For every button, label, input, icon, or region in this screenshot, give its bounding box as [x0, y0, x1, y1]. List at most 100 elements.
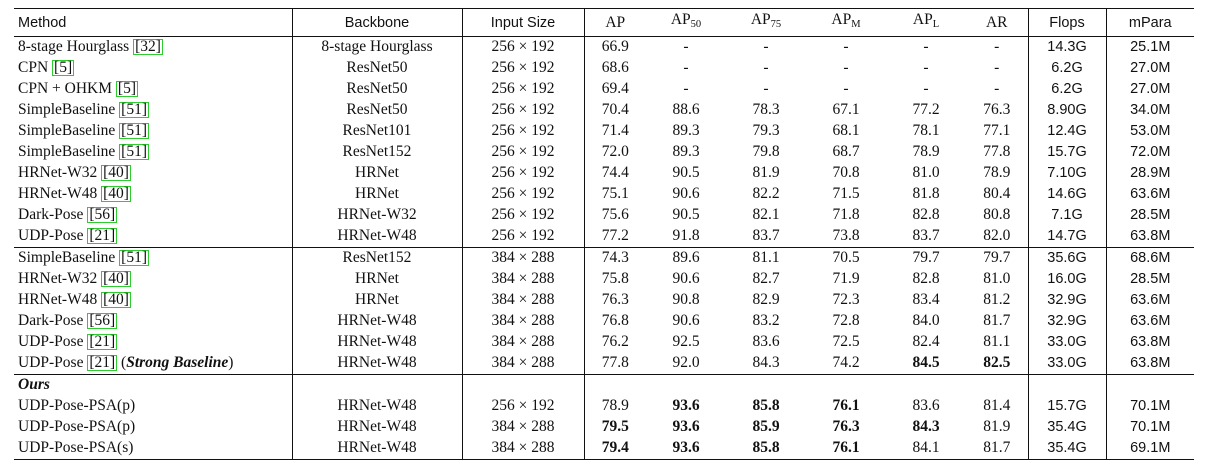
group-label-row: Ours: [14, 374, 1194, 396]
citation-link[interactable]: [21]: [87, 333, 118, 350]
citation-link[interactable]: [21]: [87, 227, 118, 244]
cell-mpara: 68.6M: [1105, 247, 1194, 269]
cell-backbone: HRNet-W48: [291, 311, 462, 332]
cell-apm: 72.5: [832, 333, 860, 350]
cell-ar: 76.3: [983, 101, 1011, 118]
header-subscript: L: [932, 19, 940, 30]
cell-backbone: HRNet-W48: [291, 396, 462, 417]
citation-link[interactable]: [56]: [87, 312, 118, 329]
method-name: Dark-Pose: [18, 312, 84, 329]
cell-apm: -: [843, 80, 849, 97]
cell-apm: 71.8: [832, 206, 860, 223]
citation-link[interactable]: [56]: [87, 206, 118, 223]
citation-link[interactable]: [40]: [101, 291, 131, 308]
cell-apm: 68.1: [832, 122, 860, 139]
cell-ap: 72.0: [583, 142, 646, 163]
header-subscript: 75: [770, 19, 782, 30]
table-row: SimpleBaseline [51] ResNet50 256 × 192 70.4…: [14, 100, 1194, 121]
citation-number: 21: [94, 333, 111, 350]
cell-ap75: 79.8: [752, 143, 780, 160]
table-row: UDP-Pose [21] (Strong Baseline) HRNet-W48…: [14, 353, 1194, 375]
citation-number: 5: [123, 80, 131, 97]
header-ap50: AP50: [646, 8, 726, 37]
citation-link[interactable]: [51]: [119, 122, 150, 139]
cell-ap: 76.3: [583, 290, 646, 311]
table-row: UDP-Pose [21] HRNet-W48 256 × 192 77.2 91.8 8…: [14, 226, 1194, 248]
cell-ap75: 79.3: [752, 122, 780, 139]
cell-ap75: 81.9: [752, 164, 780, 181]
citation-number: 21: [94, 227, 111, 244]
cell-ap50: 91.8: [672, 227, 700, 244]
cell-backbone: HRNet: [291, 163, 462, 184]
cell-ap: 77.2: [583, 226, 646, 248]
cell-method: SimpleBaseline [51]: [14, 121, 292, 142]
table-row: SimpleBaseline [51] ResNet152 256 × 192 72.…: [14, 142, 1194, 163]
cell-mpara: 34.0M: [1105, 100, 1194, 121]
method-note: Strong Baseline: [126, 354, 229, 371]
header-flops: Flops: [1027, 8, 1106, 37]
citation-link[interactable]: [40]: [101, 185, 131, 202]
cell-input: 256 × 192: [461, 396, 584, 417]
cell-backbone: HRNet-W48: [291, 417, 462, 438]
group-label: Ours: [14, 374, 292, 396]
cell-flops: 6.2G: [1027, 79, 1106, 100]
table-row: UDP-Pose [21] HRNet-W48 384 × 288 76.2 92.5 8…: [14, 332, 1194, 353]
cell-backbone: HRNet-W32: [291, 205, 462, 226]
cell-backbone: ResNet152: [291, 142, 462, 163]
citation-link[interactable]: [32]: [133, 38, 163, 55]
cell-method: SimpleBaseline [51]: [14, 100, 292, 121]
cell-ar: -: [994, 59, 1000, 76]
cell-apm: -: [843, 59, 849, 76]
cell-method: 8-stage Hourglass [32]: [14, 37, 292, 59]
table-row: HRNet-W32 [40] HRNet 384 × 288 75.8 90.6 82.7…: [14, 269, 1194, 290]
citation-number: 51: [126, 249, 142, 266]
cell-ar: 79.7: [966, 247, 1028, 269]
cell-flops: 32.9G: [1027, 290, 1106, 311]
cell-method: UDP-Pose [21] (Strong Baseline): [18, 354, 234, 371]
header-label: AP: [605, 13, 626, 31]
cell-apl: 83.4: [912, 291, 940, 308]
citation-link[interactable]: [51]: [119, 249, 150, 266]
table-row: HRNet-W32 [40] HRNet 256 × 192 74.4 90.5 81.9…: [14, 163, 1194, 184]
cell-ap50: 93.6: [672, 397, 700, 414]
cell-input: 384 × 288: [461, 417, 584, 438]
cell-backbone: HRNet: [291, 269, 462, 290]
citation-number: 21: [94, 354, 111, 371]
empty-cell: [806, 374, 886, 396]
cell-flops: 15.7G: [1027, 142, 1106, 163]
cell-input: 256 × 192: [461, 121, 584, 142]
citation-link[interactable]: [21]: [87, 354, 118, 371]
cell-flops: 35.4G: [1027, 438, 1106, 460]
citation-link[interactable]: [40]: [101, 164, 131, 181]
cell-input: 384 × 288: [461, 438, 584, 460]
cell-apl: 84.0: [912, 312, 940, 329]
cell-ar: 81.9: [983, 418, 1011, 435]
cell-method: CPN + OHKM [5]: [14, 79, 292, 100]
cell-backbone: ResNet101: [291, 121, 462, 142]
cell-ap: 77.8: [583, 353, 646, 375]
cell-apm: -: [843, 38, 849, 55]
cell-ap75: -: [763, 80, 769, 97]
cell-ar: 80.4: [983, 185, 1011, 202]
citation-link[interactable]: [5]: [52, 59, 75, 76]
citation-link[interactable]: [40]: [101, 270, 131, 287]
citation-link[interactable]: [5]: [115, 80, 138, 97]
cell-method: Dark-Pose [56]: [14, 311, 292, 332]
cell-ap50: 92.5: [672, 333, 700, 350]
cell-ap: 79.4: [583, 438, 646, 460]
cell-input: 256 × 192: [461, 79, 584, 100]
cell-ar: 81.7: [983, 312, 1011, 329]
header-apl: APL: [886, 8, 966, 37]
citation-link[interactable]: [51]: [119, 101, 150, 118]
citation-link[interactable]: [51]: [119, 143, 150, 160]
table-row: SimpleBaseline [51] ResNet101 256 × 192 71.…: [14, 121, 1194, 142]
header-mpara: mPara: [1105, 8, 1194, 37]
cell-apl: 82.4: [912, 333, 940, 350]
cell-backbone: ResNet152: [291, 247, 462, 269]
cell-flops: 14.6G: [1027, 184, 1106, 205]
cell-ap50: 90.8: [672, 291, 700, 308]
cell-ap50: 89.3: [672, 122, 700, 139]
method-name: Dark-Pose: [18, 206, 84, 223]
citation-number: 51: [126, 101, 142, 118]
cell-apm: 72.8: [832, 312, 860, 329]
